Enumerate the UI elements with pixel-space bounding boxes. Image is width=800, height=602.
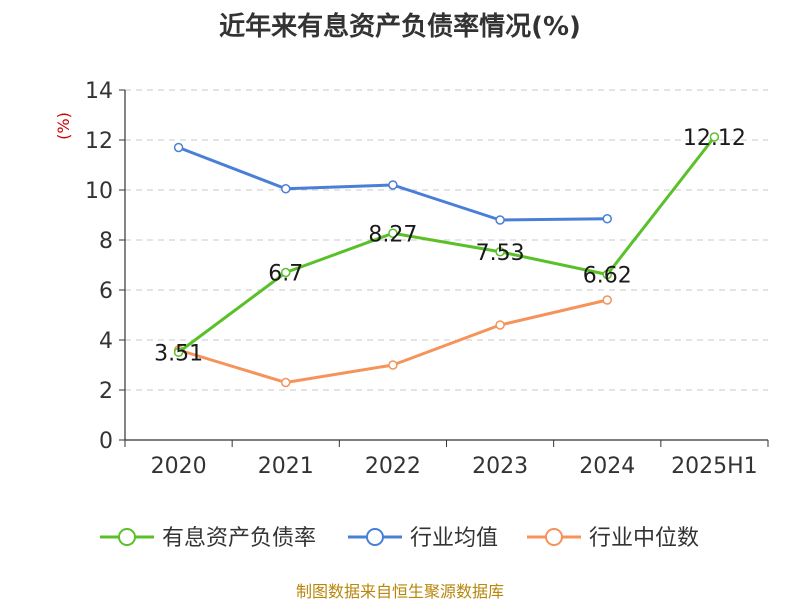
data-point — [602, 295, 612, 305]
legend-marker — [118, 528, 136, 546]
legend-label: 有息资产负债率 — [162, 526, 316, 551]
legend-marker — [366, 528, 384, 546]
data-point — [602, 269, 612, 280]
data-label: 6.7 — [268, 262, 303, 287]
data-label: 12.12 — [683, 126, 746, 151]
series-lines — [173, 132, 720, 388]
y-tick-label: 4 — [99, 329, 113, 354]
y-tick-label: 6 — [99, 279, 113, 304]
chart-title: 近年来有息资产负债率情况(%) — [219, 12, 581, 42]
data-point — [602, 214, 612, 224]
data-point — [495, 215, 505, 225]
data-point — [281, 267, 291, 278]
y-tick-label: 8 — [99, 229, 113, 254]
series-line — [177, 136, 716, 354]
axes: 0 2 4 6 8 10 12 14 2020 2021 2022 2023 2024 2025H1 — [85, 79, 769, 479]
x-tick-label: 2023 — [472, 454, 528, 479]
x-tick-label: 2022 — [365, 454, 421, 479]
data-label: 3.51 — [154, 341, 203, 366]
y-tick-label: 10 — [85, 179, 113, 204]
data-point — [388, 360, 398, 370]
data-point — [495, 247, 505, 257]
data-point — [281, 184, 291, 194]
y-tick-label: 14 — [85, 79, 113, 104]
x-tick-label: 2021 — [258, 454, 314, 479]
x-tick-label: 2025H1 — [671, 454, 758, 479]
legend: 有息资产负债率 行业均值 行业中位数 — [100, 526, 699, 551]
data-point — [388, 228, 398, 238]
series-line — [178, 298, 608, 384]
data-point — [709, 132, 720, 142]
data-point — [495, 320, 505, 330]
legend-label: 行业均值 — [410, 526, 498, 551]
data-point — [173, 142, 184, 153]
grid-lines — [125, 89, 768, 391]
data-label: 6.62 — [583, 264, 632, 289]
source-note: 制图数据来自恒生聚源数据库 — [295, 582, 504, 601]
data-point — [281, 377, 291, 388]
x-tick-label: 2024 — [579, 454, 635, 479]
data-point — [388, 180, 398, 190]
y-tick-label: 2 — [99, 379, 113, 404]
data-label: 7.53 — [476, 241, 525, 266]
data-labels: 3.51 6.7 8.27 7.53 6.62 12.12 — [154, 126, 746, 366]
y-tick-label: 12 — [85, 129, 113, 154]
x-tick-label: 2020 — [151, 454, 207, 479]
legend-label: 行业中位数 — [589, 526, 699, 551]
data-point — [173, 347, 184, 357]
data-label: 8.27 — [368, 222, 417, 247]
legend-marker — [545, 528, 563, 546]
y-axis-unit: (%) — [54, 112, 73, 140]
y-tick-label: 0 — [99, 429, 113, 454]
